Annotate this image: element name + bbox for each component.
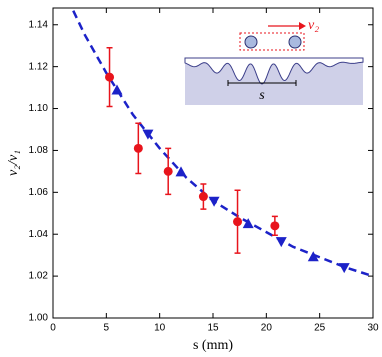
data-point — [111, 84, 123, 95]
y-tick-label: 1.04 — [29, 229, 49, 240]
x-axis-label: s (mm) — [193, 338, 233, 353]
inset: v₂ s — [184, 18, 364, 105]
y-tick-label: 1.00 — [29, 313, 49, 324]
inset-wave — [184, 57, 364, 85]
data-point — [338, 263, 350, 274]
inset-particle — [288, 35, 302, 49]
data-point — [175, 166, 187, 177]
x-tick-label: 5 — [104, 323, 110, 334]
y-tick-label: 1.10 — [29, 103, 49, 114]
inset-box — [239, 32, 305, 51]
data-point — [233, 217, 243, 227]
y-tick-label: 1.12 — [29, 61, 49, 72]
x-tick-label: 25 — [314, 323, 326, 334]
inset-arrow-head — [299, 22, 306, 30]
inset-scale-label: s — [259, 88, 265, 103]
data-point — [270, 221, 280, 231]
inset-scale-bar — [227, 80, 297, 86]
x-tick-label: 15 — [207, 323, 219, 334]
y-axis-label: v₂/v₁ — [6, 150, 21, 176]
data-point — [307, 251, 319, 262]
data-point — [198, 192, 208, 202]
y-tick-label: 1.06 — [29, 187, 49, 198]
inset-particle — [244, 35, 258, 49]
data-point — [163, 166, 173, 176]
data-point — [242, 218, 254, 229]
inset-velocity-label: v₂ — [308, 18, 319, 33]
data-point — [133, 143, 143, 153]
x-tick-label: 30 — [367, 323, 379, 334]
x-tick-label: 20 — [261, 323, 273, 334]
data-point — [275, 237, 287, 248]
data-point — [105, 72, 115, 82]
y-tick-label: 1.02 — [29, 271, 49, 282]
x-tick-label: 10 — [154, 323, 166, 334]
data-point — [208, 196, 220, 207]
plot-frame — [52, 7, 374, 319]
x-tick-label: 0 — [50, 323, 56, 334]
y-tick-label: 1.14 — [29, 19, 49, 30]
data-point — [142, 129, 154, 140]
y-tick-label: 1.08 — [29, 145, 49, 156]
fit-curve — [72, 10, 374, 278]
